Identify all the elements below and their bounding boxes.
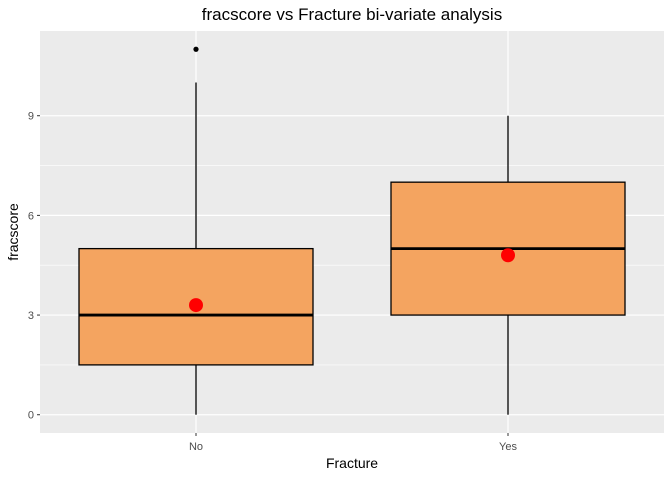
- y-tick-label: 9: [28, 111, 34, 123]
- chart-title: fracscore vs Fracture bi-variate analysi…: [202, 5, 502, 24]
- y-tick-label: 0: [28, 410, 34, 422]
- y-axis: 0 3 6 9: [28, 111, 40, 422]
- y-axis-title: fracscore: [5, 203, 21, 261]
- box-group-yes: [390, 115, 626, 415]
- boxes: [78, 46, 626, 415]
- y-tick-label: 6: [28, 210, 34, 222]
- box-group-no: [78, 46, 314, 415]
- mean-point: [501, 248, 515, 263]
- x-tick-label: Yes: [499, 441, 517, 453]
- y-tick-label: 3: [28, 310, 34, 322]
- x-axis-title: Fracture: [326, 455, 378, 471]
- outlier-point: [193, 46, 199, 52]
- x-tick-label: No: [189, 441, 203, 453]
- x-axis: No Yes: [189, 433, 517, 453]
- mean-point: [189, 298, 203, 313]
